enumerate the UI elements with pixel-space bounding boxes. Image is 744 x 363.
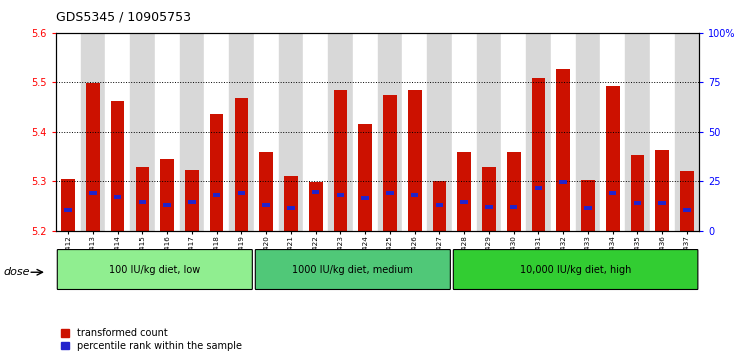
Bar xyxy=(56,33,80,231)
FancyBboxPatch shape xyxy=(255,250,450,290)
Bar xyxy=(634,201,641,205)
Bar xyxy=(89,191,97,195)
Bar xyxy=(287,206,295,210)
Text: 10,000 IU/kg diet, high: 10,000 IU/kg diet, high xyxy=(520,265,632,274)
Bar xyxy=(333,90,347,231)
Bar xyxy=(510,205,518,209)
Bar xyxy=(353,33,378,231)
Bar xyxy=(229,33,254,231)
Bar xyxy=(557,69,570,231)
Bar xyxy=(436,203,443,207)
Bar xyxy=(680,171,694,231)
Text: dose: dose xyxy=(4,267,31,277)
Bar xyxy=(309,182,322,231)
Bar xyxy=(234,98,248,231)
Bar xyxy=(155,33,179,231)
Bar xyxy=(65,208,72,212)
Bar xyxy=(675,33,699,231)
Bar xyxy=(304,33,328,231)
Bar xyxy=(581,180,594,231)
Bar xyxy=(606,86,620,231)
Bar xyxy=(485,205,493,209)
Bar xyxy=(61,179,75,231)
Bar xyxy=(650,33,675,231)
Text: 1000 IU/kg diet, medium: 1000 IU/kg diet, medium xyxy=(292,265,413,274)
Bar xyxy=(559,180,567,184)
Bar xyxy=(337,193,344,197)
Bar xyxy=(452,33,477,231)
Bar xyxy=(683,208,690,212)
Bar xyxy=(609,191,617,195)
Bar xyxy=(403,33,427,231)
Bar xyxy=(359,124,372,231)
Bar xyxy=(383,95,397,231)
Bar xyxy=(111,101,124,231)
Bar xyxy=(477,33,501,231)
Bar xyxy=(237,191,246,195)
Bar xyxy=(205,33,229,231)
Bar xyxy=(378,33,403,231)
Bar xyxy=(188,200,196,204)
Bar xyxy=(328,33,353,231)
Bar xyxy=(535,187,542,191)
Bar xyxy=(482,167,496,231)
Bar xyxy=(161,159,174,231)
Bar xyxy=(135,167,150,231)
Bar xyxy=(458,152,471,231)
Bar xyxy=(658,201,666,205)
Bar xyxy=(284,176,298,231)
Bar xyxy=(130,33,155,231)
Bar xyxy=(164,203,171,207)
Bar xyxy=(114,195,121,199)
Bar xyxy=(427,33,452,231)
Bar xyxy=(461,200,468,204)
Bar xyxy=(312,190,319,194)
Bar xyxy=(179,33,205,231)
Text: 100 IU/kg diet, low: 100 IU/kg diet, low xyxy=(109,265,200,274)
Bar xyxy=(106,33,130,231)
Bar xyxy=(584,206,591,210)
Bar xyxy=(631,155,644,231)
Legend: transformed count, percentile rank within the sample: transformed count, percentile rank withi… xyxy=(61,329,243,351)
Text: GDS5345 / 10905753: GDS5345 / 10905753 xyxy=(56,11,190,24)
Bar xyxy=(655,150,669,231)
Bar xyxy=(551,33,576,231)
Bar xyxy=(501,33,526,231)
Bar xyxy=(138,200,146,204)
Bar xyxy=(507,152,521,231)
Bar xyxy=(625,33,650,231)
Bar xyxy=(210,114,223,231)
Bar xyxy=(80,33,106,231)
Bar xyxy=(532,78,545,231)
Bar xyxy=(408,90,422,231)
Bar xyxy=(86,83,100,231)
Bar xyxy=(278,33,304,231)
Bar xyxy=(600,33,625,231)
Bar xyxy=(411,193,418,197)
Bar xyxy=(254,33,278,231)
Bar xyxy=(185,170,199,231)
Bar xyxy=(213,193,220,197)
Bar xyxy=(576,33,600,231)
FancyBboxPatch shape xyxy=(57,250,252,290)
Bar xyxy=(362,196,369,200)
Bar xyxy=(386,191,394,195)
Bar xyxy=(263,203,270,207)
Bar xyxy=(526,33,551,231)
Bar xyxy=(433,181,446,231)
Bar xyxy=(260,152,273,231)
FancyBboxPatch shape xyxy=(453,250,698,290)
